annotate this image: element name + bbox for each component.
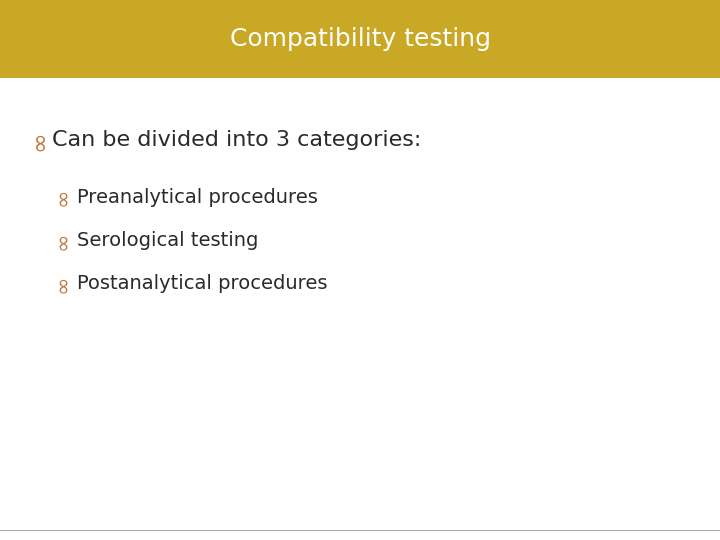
Text: Can be divided into 3 categories:: Can be divided into 3 categories:	[52, 130, 421, 151]
Text: ∞: ∞	[52, 274, 72, 293]
Text: Postanalytical procedures: Postanalytical procedures	[77, 274, 328, 293]
Text: Preanalytical procedures: Preanalytical procedures	[77, 187, 318, 207]
Text: ∞: ∞	[27, 130, 51, 151]
FancyBboxPatch shape	[0, 0, 720, 78]
Text: Compatibility testing: Compatibility testing	[230, 27, 490, 51]
Text: ∞: ∞	[52, 188, 72, 206]
Text: ∞: ∞	[52, 231, 72, 249]
Text: Serological testing: Serological testing	[77, 231, 258, 250]
